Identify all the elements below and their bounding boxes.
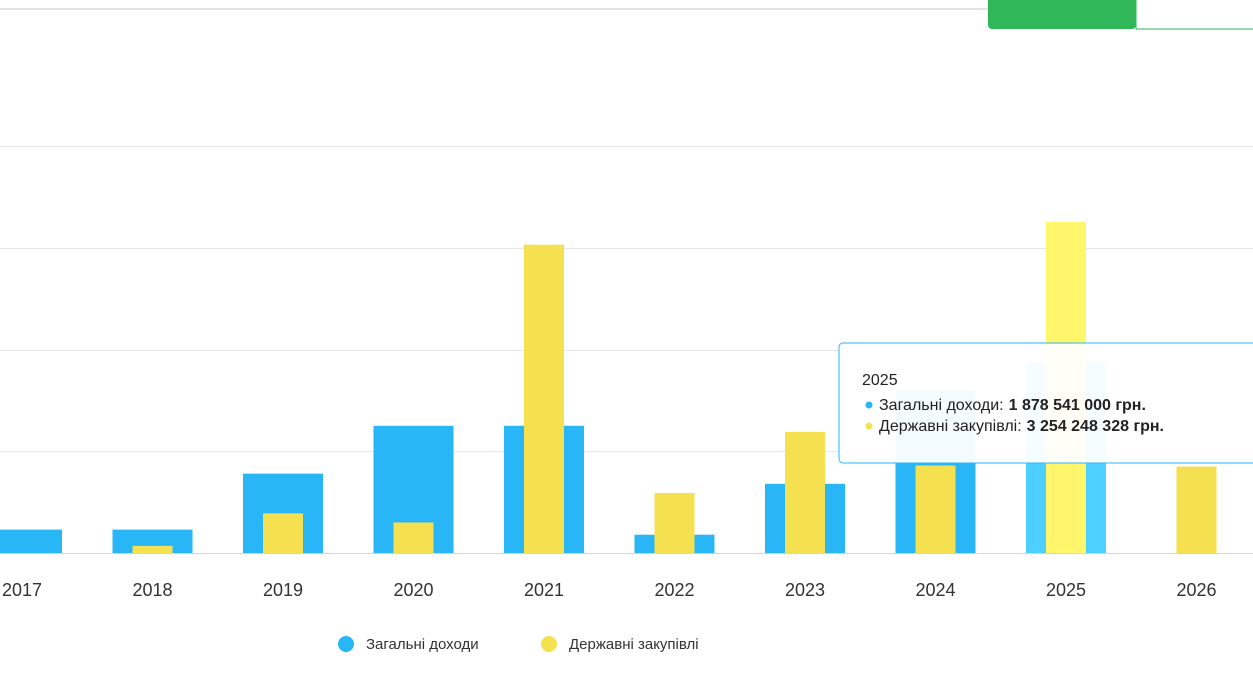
tooltip-row: Загальні доходи: 1 878 541 000 грн.	[879, 397, 1146, 414]
bar	[132, 545, 173, 553]
tooltip-value: 3 254 248 328 грн.	[1027, 418, 1164, 435]
tooltip: 2025 Загальні доходи: 1 878 541 000 грн. Д…	[838, 342, 1253, 464]
tooltip-marker	[865, 401, 873, 409]
legend: Загальні доходи Державні закупівлі	[338, 636, 699, 653]
tooltip-label: Загальні доходи:	[879, 397, 1004, 414]
tooltip-value: 1 878 541 000 грн.	[1009, 397, 1146, 414]
header-bar	[0, 0, 1253, 8]
bar	[263, 513, 303, 553]
bar	[524, 244, 564, 553]
bar	[654, 492, 695, 553]
x-tick-label: 2024	[915, 580, 955, 600]
toggle-button[interactable]	[1135, 0, 1253, 30]
bar	[785, 431, 825, 553]
x-tick-label: 2017	[2, 580, 42, 600]
x-tick-label: 2021	[524, 580, 564, 600]
x-labels: 2017 2018 2019 2020 2021 2022 2023 2024 2025 2026	[2, 580, 1217, 600]
bar	[1176, 466, 1217, 553]
tooltip-label: Державні закупівлі:	[879, 418, 1022, 435]
tooltip-box	[838, 342, 1253, 464]
x-tick-label: 2022	[654, 580, 694, 600]
bar	[0, 529, 62, 553]
legend-marker	[541, 636, 557, 652]
x-tick-label: 2019	[263, 580, 303, 600]
legend-marker	[338, 636, 354, 652]
x-tick-label: 2026	[1176, 580, 1216, 600]
toggle-button[interactable]	[988, 0, 1136, 29]
x-tick-label: 2023	[785, 580, 825, 600]
tooltip-marker	[865, 422, 873, 430]
tooltip-row: Державні закупівлі: 3 254 248 328 грн.	[879, 418, 1164, 435]
x-tick-label: 2018	[132, 580, 172, 600]
legend-label: Загальні доходи	[366, 636, 479, 653]
x-tick-label: 2020	[393, 580, 433, 600]
x-tick-label: 2025	[1046, 580, 1086, 600]
legend-label: Державні закупівлі	[569, 636, 699, 653]
tooltip-title: 2025	[862, 372, 898, 389]
bar	[393, 522, 434, 553]
bar	[915, 465, 956, 553]
